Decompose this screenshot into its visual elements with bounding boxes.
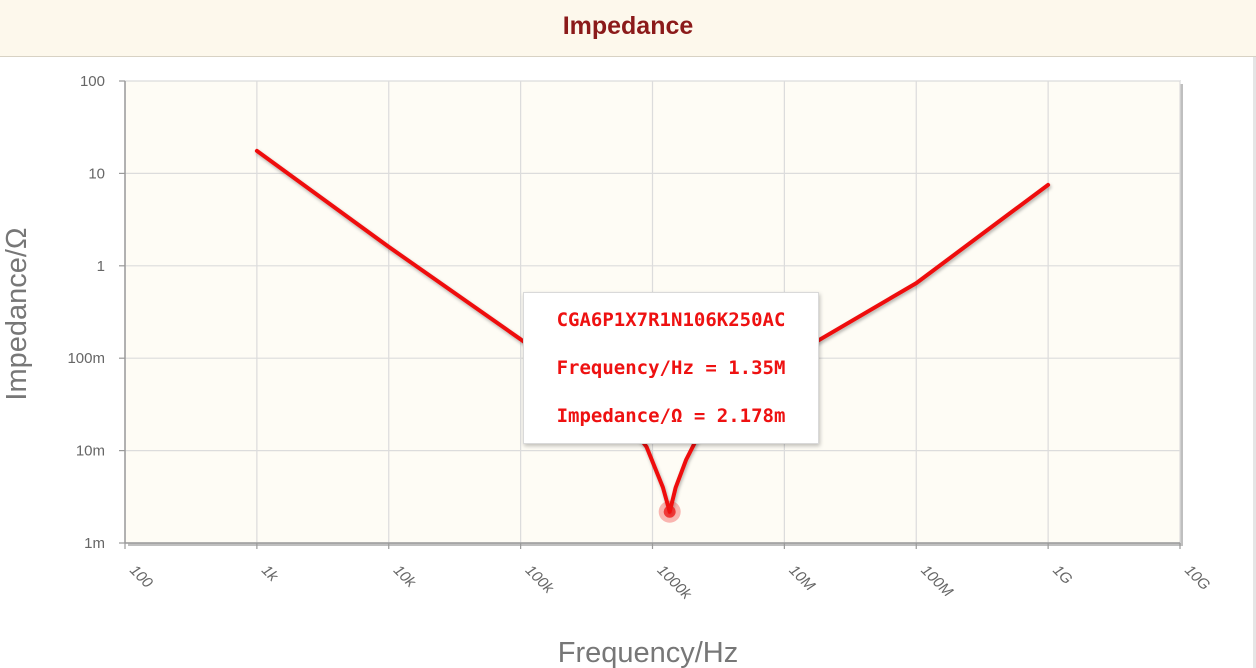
- x-tick-label: 1k: [258, 562, 282, 586]
- tooltip-impedance: Impedance/Ω = 2.178m: [556, 405, 786, 427]
- x-tick-label: 1G: [1049, 562, 1075, 588]
- x-tick-label: 10G: [1181, 562, 1213, 594]
- chart-title: Impedance: [562, 12, 694, 40]
- x-tick-label: 10k: [390, 562, 420, 592]
- y-tick-label: 10: [88, 165, 105, 182]
- y-tick-label: 100: [80, 73, 105, 90]
- y-axis-label: Impedance/Ω: [1, 227, 33, 400]
- y-tick-label: 1m: [84, 535, 105, 552]
- x-tick-labels: 100 1k 10k 100k 1000k 10M 100M 1G 10G: [126, 562, 1213, 604]
- tooltip-part-number: CGA6P1X7R1N106K250AC: [556, 309, 786, 331]
- y-tick-label: 10m: [76, 443, 105, 460]
- x-tick-label: 10M: [786, 562, 819, 595]
- tooltip-frequency: Frequency/Hz = 1.35M: [556, 357, 786, 379]
- scrollbar-edge: [1253, 57, 1256, 668]
- x-tick-label: 100k: [522, 562, 558, 598]
- y-tick-labels: 1m 10m 100m 1 10 100: [67, 73, 105, 552]
- x-tick-label: 100: [126, 562, 156, 592]
- y-tick-label: 100m: [67, 350, 105, 367]
- data-tooltip: CGA6P1X7R1N106K250AC Frequency/Hz = 1.35…: [523, 292, 819, 444]
- axes: [119, 80, 1181, 549]
- y-tick-label: 1: [97, 258, 105, 275]
- chart-header: Impedance: [0, 0, 1256, 57]
- x-axis-label: Frequency/Hz: [558, 637, 739, 668]
- x-tick-label: 1000k: [654, 562, 696, 604]
- x-tick-label: 100M: [917, 562, 956, 601]
- highlight-point: [663, 505, 676, 518]
